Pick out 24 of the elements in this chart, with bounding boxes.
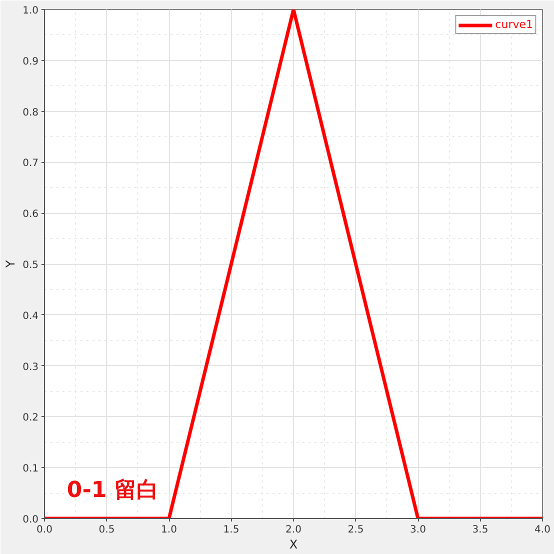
x-tick-label: 3.5	[472, 524, 488, 536]
x-tick-label: 1.5	[223, 524, 240, 536]
y-tick-label: 0.0	[22, 514, 39, 526]
y-tick-label: 0.5	[22, 260, 39, 271]
x-tick-label: 2.0	[286, 524, 302, 536]
y-tick-label: 0.4	[22, 310, 39, 322]
x-tick-label: 4.0	[534, 524, 550, 536]
annotation: 0-1 留白	[66, 478, 158, 504]
legend-label: curve1	[495, 18, 533, 31]
x-tick-label: 1.0	[161, 524, 177, 536]
y-tick-label: 0.1	[22, 464, 39, 475]
y-tick-label: 0.8	[22, 107, 39, 118]
y-tick-label: 0.2	[22, 412, 39, 424]
x-tick-label: 0.0	[36, 524, 52, 536]
y-tick-label: 1.0	[22, 6, 39, 16]
x-tick-label: 2.5	[348, 524, 364, 536]
y-tick-label: 0.3	[22, 362, 39, 373]
y-tick-label: 0.7	[22, 158, 39, 170]
x-tick-label: 3.0	[410, 524, 426, 536]
x-tick-label: 0.5	[98, 524, 115, 536]
y-axis-title: Y	[4, 260, 18, 269]
y-tick-label: 0.9	[22, 56, 39, 68]
y-tick-label: 0.6	[22, 209, 39, 220]
x-axis-title: X	[289, 538, 298, 552]
